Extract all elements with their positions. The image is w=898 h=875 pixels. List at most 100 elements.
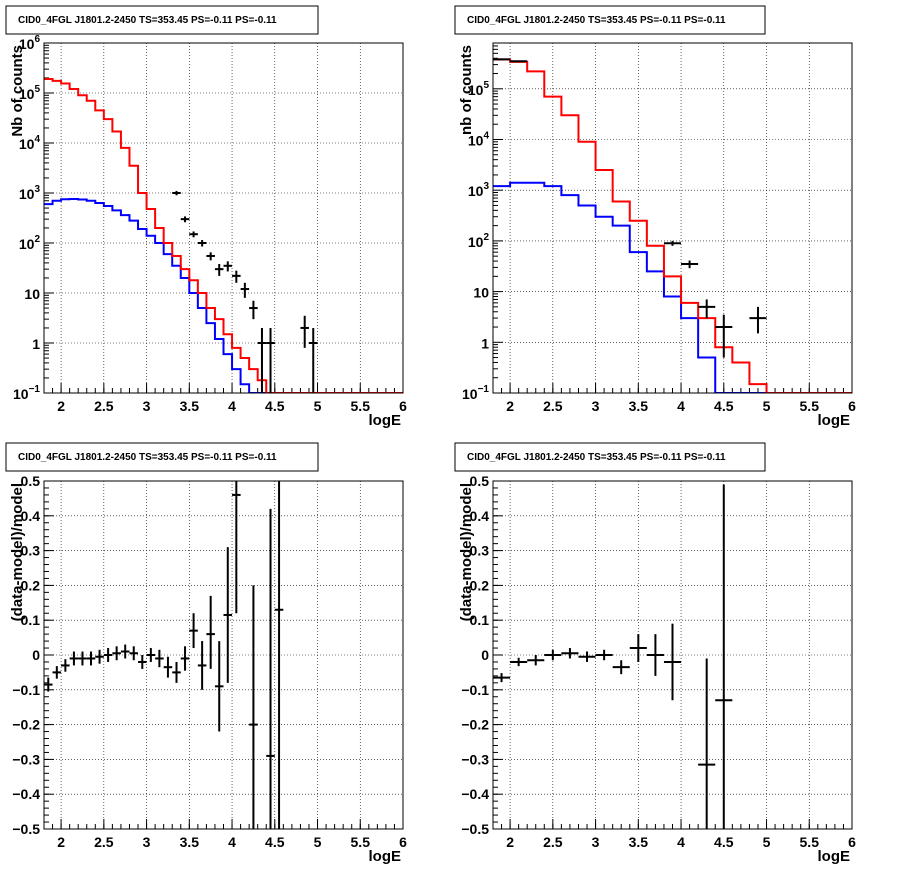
data-point [214,641,224,732]
x-tick-label: 5 [763,834,771,850]
y-tick-label: 0 [481,647,489,663]
data-point [232,481,241,614]
data-point [510,657,528,667]
data-point [223,261,233,272]
data-point [103,648,113,662]
data-point [698,299,716,319]
y-tick-label: −0.5 [12,821,40,837]
data-point [146,648,156,662]
red-model-histogram [493,58,852,393]
y-tick-label: 0.2 [21,577,41,593]
x-axis-label: logE [818,848,851,865]
data-point [78,651,87,666]
y-tick-label: 0.4 [470,508,490,524]
x-tick-label: 4 [677,398,685,414]
x-tick-label: 5 [763,398,771,414]
x-tick-label: 4 [677,834,685,850]
x-tick-label: 3 [592,398,600,414]
y-tick-label: −0.4 [12,786,40,802]
plot-frame-border [43,42,404,394]
data-point [189,231,198,238]
chart-title: CID0_4FGL J1801.2-2450 TS=353.45 PS=-0.1… [18,15,277,26]
x-tick-label: 2.5 [543,398,563,414]
data-point [197,239,207,247]
x-tick-label: 5 [314,398,322,414]
data-point [206,252,215,261]
data-point [629,634,647,662]
x-tick-label: 3.5 [180,834,200,850]
x-tick-label: 3.5 [629,834,649,850]
data-point [749,306,767,334]
title-box [5,5,319,35]
data-point [86,651,96,666]
y-tick-label: 105 [468,80,490,98]
x-tick-label: 5.5 [800,398,820,414]
data-point [44,677,53,692]
y-tick-label: 106 [19,34,41,52]
y-tick-label: 0.2 [470,577,490,593]
x-tick-label: 3 [592,834,600,850]
data-point [595,649,613,661]
data-point [138,655,147,669]
chart-panel-4: 2 2.5 3 3.5 4 4.5 5 5.5 6 −0.5 −0.4 −0.3 −0.2 −0.1 0 0.… [454,442,856,865]
y-tick-label: 104 [468,130,490,148]
y-axis-label: nb of counts [458,45,475,135]
x-tick-label: 4.5 [265,398,285,414]
data-point [214,264,224,276]
x-tick-label: 6 [848,398,856,414]
data-point [95,649,104,664]
y-tick-label: 1 [481,335,489,351]
data-point [206,595,215,669]
y-tick-label: 104 [19,134,41,152]
y-tick-label: 1 [32,336,40,352]
y-tick-label: −0.1 [12,682,40,698]
y-tick-label: −0.1 [461,682,489,698]
data-point [172,661,181,683]
data-point [663,623,682,701]
y-tick-label: −0.5 [461,821,489,837]
y-tick-label: 103 [468,181,490,199]
x-tick-label: 2.5 [543,834,563,850]
data-point [240,282,250,298]
x-tick-label: 5 [314,834,322,850]
data-point [249,300,258,320]
data-point [308,327,318,393]
data-point [544,649,562,661]
y-tick-label: −0.2 [461,717,489,733]
title-box [454,5,766,35]
data-point [249,585,258,829]
data-point [232,270,241,283]
data-point [578,651,596,662]
x-tick-label: 2.5 [94,834,114,850]
title-box [454,442,766,472]
plot-frame-border [492,42,853,394]
y-tick-label: −0.2 [12,717,40,733]
x-tick-label: 3.5 [629,398,649,414]
x-tick-label: 5.5 [351,398,371,414]
data-point [300,315,309,348]
red-model-histogram [44,78,403,393]
y-tick-label: 0 [32,647,40,663]
data-point [257,327,267,393]
y-tick-label: 0.4 [21,508,41,524]
x-tick-label: 2 [57,834,65,850]
data-point [493,673,511,683]
data-point [189,613,198,649]
y-tick-label: 0.1 [21,612,41,628]
chart-panel-1: 2 2.5 3 3.5 4 4.5 5 5.5 6 10−1 1 10 102 103 104 105 106 l… [5,5,407,429]
y-tick-label: −0.3 [12,751,40,767]
data-point [561,648,579,659]
x-tick-label: 6 [848,834,856,850]
plot-frame [492,42,853,394]
y-axis-label: Nb of counts [9,45,26,137]
data-point [715,314,733,358]
y-tick-label: 105 [19,84,41,102]
data-point [129,646,139,661]
data-point [663,240,682,246]
data-point [715,484,733,829]
data-point [510,60,528,63]
x-tick-label: 3 [143,834,151,850]
x-axis-label: logE [818,412,851,429]
y-tick-label: 0.3 [470,543,490,559]
